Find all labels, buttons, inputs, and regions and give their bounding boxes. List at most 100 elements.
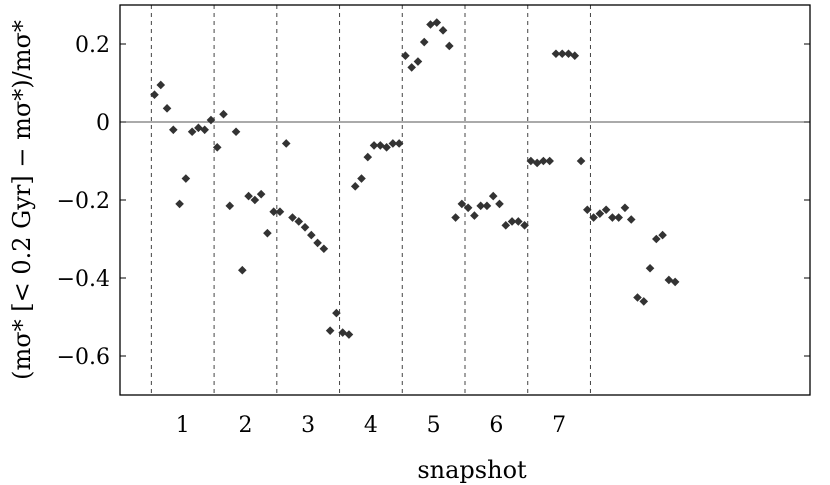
data-point-18 bbox=[263, 228, 272, 238]
data-point-55 bbox=[495, 199, 504, 209]
data-point-79 bbox=[645, 263, 655, 273]
data-point-45 bbox=[432, 18, 442, 27]
data-point-58 bbox=[514, 217, 523, 226]
data-point-65 bbox=[557, 49, 567, 59]
x-tick-label-1: 2 bbox=[238, 413, 252, 438]
data-point-64 bbox=[551, 49, 561, 59]
data-point-83 bbox=[670, 277, 680, 287]
y-axis-label: (mσ* [< 0.2 Gyr] − mσ*)/mσ* bbox=[8, 20, 36, 380]
data-point-73 bbox=[608, 213, 617, 222]
data-point-76 bbox=[626, 215, 636, 224]
data-point-61 bbox=[532, 158, 542, 168]
data-point-27 bbox=[319, 244, 329, 254]
x-axis-label: snapshot bbox=[417, 456, 527, 484]
data-point-25 bbox=[307, 230, 316, 240]
data-point-37 bbox=[382, 143, 391, 152]
data-point-21 bbox=[281, 139, 291, 148]
data-point-29 bbox=[332, 308, 341, 318]
data-point-59 bbox=[520, 221, 529, 230]
data-point-69 bbox=[583, 205, 592, 215]
group-boundary-grid bbox=[150, 5, 591, 395]
data-point-54 bbox=[488, 191, 498, 201]
data-point-48 bbox=[451, 213, 460, 222]
data-point-44 bbox=[426, 20, 435, 29]
data-point-74 bbox=[614, 213, 623, 222]
x-tick-label-2: 3 bbox=[301, 413, 315, 438]
data-point-15 bbox=[244, 191, 253, 201]
data-point-0 bbox=[150, 90, 159, 99]
data-point-10 bbox=[212, 143, 222, 152]
data-point-13 bbox=[231, 127, 241, 137]
data-point-33 bbox=[357, 174, 366, 183]
data-point-19 bbox=[269, 207, 278, 216]
data-point-62 bbox=[539, 156, 548, 166]
data-point-28 bbox=[325, 326, 335, 335]
data-point-41 bbox=[407, 63, 416, 72]
y-tick-label-3: −0.4 bbox=[57, 267, 110, 292]
data-point-9 bbox=[206, 115, 216, 125]
data-point-53 bbox=[482, 201, 492, 211]
x-tick-label-3: 4 bbox=[364, 413, 378, 438]
data-point-39 bbox=[394, 139, 404, 148]
x-tick-label-6: 7 bbox=[552, 413, 566, 438]
data-point-24 bbox=[300, 223, 310, 232]
data-point-14 bbox=[238, 265, 247, 275]
data-point-36 bbox=[376, 141, 385, 150]
data-point-47 bbox=[445, 41, 454, 51]
y-tick-label-0: 0.2 bbox=[75, 33, 110, 58]
data-point-20 bbox=[275, 207, 285, 216]
data-point-2 bbox=[162, 104, 172, 113]
data-point-8 bbox=[200, 125, 209, 135]
y-tick-label-4: −0.6 bbox=[57, 345, 110, 370]
data-point-1 bbox=[156, 80, 166, 90]
data-point-3 bbox=[169, 125, 178, 135]
data-point-6 bbox=[187, 127, 197, 137]
data-point-63 bbox=[545, 156, 554, 166]
data-point-81 bbox=[658, 230, 667, 240]
data-points bbox=[150, 18, 680, 339]
data-point-7 bbox=[194, 123, 203, 133]
data-point-50 bbox=[463, 203, 473, 213]
data-point-56 bbox=[501, 221, 511, 230]
x-tick-label-4: 5 bbox=[427, 413, 441, 438]
data-point-72 bbox=[601, 205, 611, 215]
data-point-16 bbox=[250, 195, 260, 205]
x-axis-ticks: 1 2 3 4 5 6 7 bbox=[176, 413, 566, 438]
data-point-52 bbox=[476, 201, 485, 211]
data-point-60 bbox=[526, 156, 536, 166]
data-point-46 bbox=[438, 26, 448, 35]
data-point-12 bbox=[225, 201, 235, 211]
data-point-17 bbox=[256, 189, 266, 199]
y-tick-label-2: −0.2 bbox=[57, 189, 110, 214]
data-point-38 bbox=[388, 139, 398, 148]
data-point-34 bbox=[363, 152, 373, 162]
data-point-5 bbox=[181, 174, 191, 183]
data-point-68 bbox=[576, 156, 586, 166]
data-point-30 bbox=[338, 328, 347, 337]
data-point-40 bbox=[401, 51, 410, 60]
data-point-32 bbox=[350, 182, 360, 191]
data-point-77 bbox=[633, 293, 642, 302]
data-point-80 bbox=[652, 234, 661, 244]
data-point-71 bbox=[595, 209, 605, 218]
data-point-22 bbox=[288, 213, 297, 222]
data-point-49 bbox=[457, 199, 467, 209]
y-axis-ticks: 0.2 0 −0.2 −0.4 −0.6 bbox=[57, 33, 810, 370]
x-tick-label-5: 6 bbox=[489, 413, 503, 438]
y-tick-label-1: 0 bbox=[96, 111, 110, 136]
data-point-4 bbox=[175, 199, 184, 209]
data-point-66 bbox=[564, 49, 573, 59]
x-tick-label-0: 1 bbox=[176, 413, 190, 438]
data-point-82 bbox=[664, 275, 674, 285]
data-point-67 bbox=[570, 51, 580, 60]
data-point-35 bbox=[369, 141, 379, 150]
data-point-51 bbox=[470, 211, 479, 220]
data-point-26 bbox=[313, 238, 322, 248]
data-point-11 bbox=[219, 109, 228, 119]
data-point-78 bbox=[639, 297, 649, 306]
data-point-43 bbox=[419, 37, 429, 47]
data-point-75 bbox=[620, 203, 630, 213]
data-point-57 bbox=[507, 217, 517, 226]
data-point-70 bbox=[589, 213, 598, 222]
